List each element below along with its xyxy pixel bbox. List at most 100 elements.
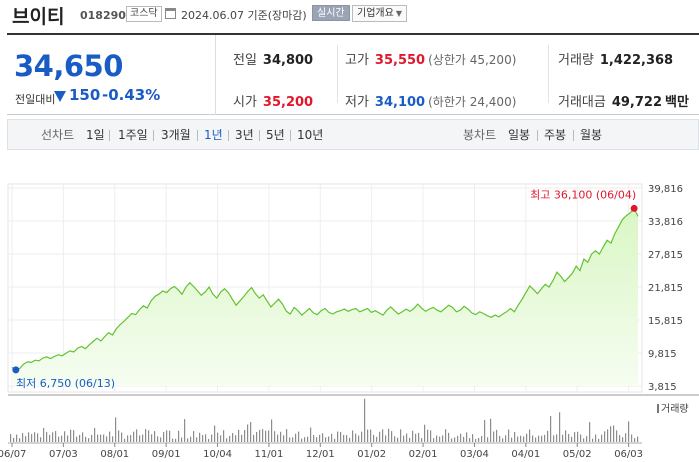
volume-bar bbox=[73, 430, 75, 442]
tab-3month[interactable]: 3개월 bbox=[161, 128, 191, 142]
y-tick-label: 33,816 bbox=[648, 217, 683, 228]
volume-bar bbox=[556, 434, 558, 442]
volume-bar bbox=[112, 436, 114, 442]
volume-bar bbox=[415, 433, 417, 442]
volume-bar bbox=[304, 437, 306, 442]
volume-bar bbox=[370, 429, 372, 442]
y-tick-label: 3,815 bbox=[648, 382, 677, 393]
volume-bar bbox=[91, 434, 93, 442]
price-chart[interactable]: 39,816 33,816 27,815 21,815 15,815 9,815 3,815… bbox=[0, 150, 699, 462]
volume-bar bbox=[586, 436, 588, 442]
volume-bar bbox=[157, 436, 159, 442]
volume-bar bbox=[451, 438, 453, 442]
volume-bar bbox=[553, 435, 555, 442]
volume-bar bbox=[115, 417, 117, 442]
volume-bar bbox=[436, 435, 438, 442]
tab-5year[interactable]: 5년 bbox=[266, 128, 285, 142]
volume-bar bbox=[412, 430, 414, 442]
volume-bar bbox=[547, 430, 549, 442]
volume-bar bbox=[136, 429, 138, 442]
volume-bar bbox=[94, 427, 96, 442]
tab-1week[interactable]: 1주일 bbox=[118, 128, 148, 142]
volume-bar bbox=[496, 429, 498, 442]
volume-bar bbox=[67, 435, 69, 442]
volume-bar bbox=[286, 429, 288, 442]
volume-bar bbox=[178, 430, 180, 442]
tab-weekly-candle[interactable]: 주봉 bbox=[544, 128, 567, 142]
low-label: 최저 6,750 (06/13) bbox=[16, 377, 115, 390]
volume-bar bbox=[88, 438, 90, 442]
volume-bar bbox=[235, 435, 237, 442]
volume-bar bbox=[196, 437, 198, 442]
volume-bar bbox=[58, 436, 60, 442]
tab-1day[interactable]: 1일 bbox=[86, 128, 105, 142]
volume-bar bbox=[343, 434, 345, 442]
tab-1year[interactable]: 1년 bbox=[204, 128, 223, 142]
volume-bar bbox=[34, 432, 36, 442]
tab-10year[interactable]: 10년 bbox=[297, 128, 324, 142]
volume-bar bbox=[301, 438, 303, 442]
volume-bar bbox=[280, 431, 282, 442]
volume-bar bbox=[268, 430, 270, 442]
plot-frame bbox=[7, 183, 643, 393]
volume-bar bbox=[337, 431, 339, 442]
divider bbox=[337, 45, 338, 103]
volume-bar bbox=[292, 437, 294, 442]
volume-bar bbox=[181, 437, 183, 442]
volume-bar bbox=[589, 422, 591, 442]
base-date: 2024.06.07 기준(장마감) bbox=[181, 9, 307, 22]
change-percent: -0.43% bbox=[102, 86, 161, 104]
x-tick-label: 08/01 bbox=[100, 449, 129, 460]
volume-bar bbox=[421, 438, 423, 442]
volume-bar bbox=[475, 438, 477, 442]
volume-bar bbox=[76, 436, 78, 442]
volume-bar bbox=[502, 438, 504, 442]
low-price: 저가 34,100 (하한가 24,400) bbox=[345, 91, 516, 110]
volume-bar bbox=[289, 437, 291, 442]
volume-bar bbox=[472, 434, 474, 442]
volume-bar bbox=[439, 436, 441, 442]
chart-period-tabs: 선차트 1일 1주일 3개월 1년 3년 5년 10년 봉차트 일봉 주봉 월봉 bbox=[7, 119, 699, 150]
volume-bar bbox=[595, 434, 597, 442]
volume-bar bbox=[541, 435, 543, 442]
volume-bar bbox=[139, 435, 141, 442]
y-tick-label: 39,816 bbox=[648, 184, 683, 195]
volume-bar bbox=[508, 429, 510, 442]
volume-bar bbox=[574, 432, 576, 442]
tab-divider bbox=[109, 130, 110, 141]
company-overview-button[interactable]: 기업개요 ▼ bbox=[352, 5, 407, 22]
current-price: 34,650 bbox=[14, 49, 123, 83]
volume-bar bbox=[190, 436, 192, 442]
volume-bar bbox=[271, 419, 273, 442]
volume-bar bbox=[565, 430, 567, 442]
volume-bar bbox=[352, 430, 354, 442]
volume-bar bbox=[61, 435, 63, 442]
volume-bar bbox=[457, 435, 459, 442]
volume-bar bbox=[16, 434, 18, 442]
volume-bar bbox=[619, 435, 621, 442]
volume-bar bbox=[31, 434, 33, 442]
volume-bar bbox=[601, 434, 603, 442]
volume-bar bbox=[49, 434, 51, 442]
open-label: 시가 bbox=[233, 95, 257, 110]
tab-monthly-candle[interactable]: 월봉 bbox=[580, 128, 603, 142]
volume-bar bbox=[622, 437, 624, 442]
stock-header: 브이티 018290 코스닥 2024.06.07 기준(장마감) 실시간 기업… bbox=[0, 0, 699, 30]
volume-bar bbox=[307, 436, 309, 442]
volume-bar bbox=[535, 437, 537, 442]
volume-bar bbox=[487, 437, 489, 442]
volume-bar bbox=[550, 415, 552, 442]
volume-bar bbox=[499, 435, 501, 442]
tab-daily-candle[interactable]: 일봉 bbox=[508, 128, 531, 142]
volume-bar bbox=[10, 434, 12, 442]
volume-bar bbox=[220, 435, 222, 442]
realtime-button[interactable]: 실시간 bbox=[312, 5, 350, 21]
volume-bar bbox=[205, 434, 207, 442]
volume-bar bbox=[238, 429, 240, 442]
volume-bar bbox=[430, 430, 432, 442]
volume-bar bbox=[151, 434, 153, 442]
volume-bar bbox=[400, 429, 402, 442]
tab-3year[interactable]: 3년 bbox=[235, 128, 254, 142]
volume-bar bbox=[124, 438, 126, 442]
tab-divider bbox=[290, 130, 291, 141]
